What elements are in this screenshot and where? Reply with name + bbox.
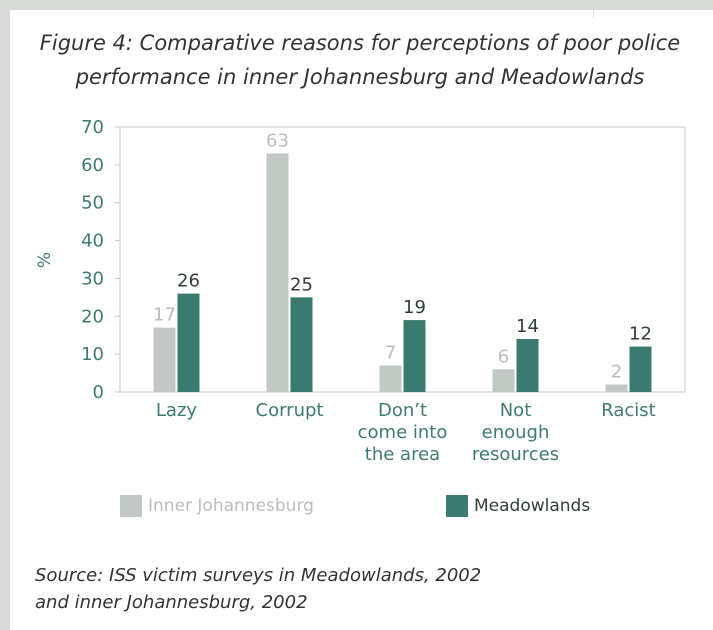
data-label: 26 xyxy=(177,271,200,292)
x-tick-label: Racist xyxy=(601,400,655,421)
bar-inner-johannesburg xyxy=(492,369,515,392)
bar-inner-johannesburg xyxy=(605,384,628,392)
x-tick-label: resources xyxy=(472,444,559,465)
source-line-1: Source: ISS victim surveys in Meadowland… xyxy=(35,565,482,586)
x-tick-label: enough xyxy=(482,422,550,443)
bar-inner-johannesburg xyxy=(379,365,402,392)
y-tick-label: 60 xyxy=(81,155,104,176)
data-label: 6 xyxy=(498,346,509,367)
y-tick-label: 40 xyxy=(81,231,104,252)
data-label: 17 xyxy=(153,305,176,326)
y-tick-label: 70 xyxy=(81,117,104,138)
bar-meadowlands xyxy=(629,346,652,392)
frame-left-border xyxy=(0,0,10,630)
bar-inner-johannesburg xyxy=(266,153,289,392)
x-tick-label: Lazy xyxy=(156,400,198,421)
x-tick-label: the area xyxy=(365,444,440,465)
y-tick-label: 0 xyxy=(93,382,104,403)
figure-title: Figure 4: Comparative reasons for percep… xyxy=(20,26,700,94)
legend-swatch-meadowlands xyxy=(446,495,468,517)
x-tick-label: Corrupt xyxy=(256,400,324,421)
bar-chart: 010203040506070%1726Lazy6325Corrupt719Do… xyxy=(35,117,686,465)
data-label: 12 xyxy=(629,324,652,345)
bar-meadowlands xyxy=(290,297,313,392)
legend-label-inner-johannesburg: Inner Johannesburg xyxy=(148,496,314,516)
data-label: 25 xyxy=(290,274,313,295)
figure-title-line-1: Figure 4: Comparative reasons for percep… xyxy=(39,31,681,55)
legend-swatch-inner-johannesburg xyxy=(120,495,142,517)
bar-meadowlands xyxy=(516,339,539,392)
source-note: Source: ISS victim surveys in Meadowland… xyxy=(35,562,481,616)
data-label: 14 xyxy=(516,316,539,337)
y-tick-label: 30 xyxy=(81,268,104,289)
legend-item-meadowlands: Meadowlands xyxy=(446,494,590,518)
data-label: 19 xyxy=(403,297,426,318)
bar-meadowlands xyxy=(403,320,426,392)
bar-meadowlands xyxy=(177,293,200,392)
bar-inner-johannesburg xyxy=(153,327,176,392)
x-tick-label: Don’t xyxy=(378,400,427,421)
frame-top-border xyxy=(0,0,713,10)
y-tick-label: 20 xyxy=(81,306,104,327)
plot-frame xyxy=(119,126,686,393)
figure-title-line-2: performance in inner Johannesburg and Me… xyxy=(75,65,645,89)
y-axis-label: % xyxy=(35,252,55,268)
legend-label-meadowlands: Meadowlands xyxy=(474,496,591,516)
x-tick-label: Not xyxy=(500,400,532,421)
y-tick-label: 10 xyxy=(81,344,104,365)
data-label: 7 xyxy=(385,343,396,364)
x-tick-label: come into xyxy=(358,422,448,443)
frame-divider xyxy=(593,10,594,18)
legend-item-inner-johannesburg: Inner Johannesburg xyxy=(120,494,314,518)
data-label: 63 xyxy=(266,131,289,152)
data-label: 2 xyxy=(611,361,622,382)
source-line-2: and inner Johannesburg, 2002 xyxy=(35,592,308,613)
y-tick-label: 50 xyxy=(81,193,104,214)
